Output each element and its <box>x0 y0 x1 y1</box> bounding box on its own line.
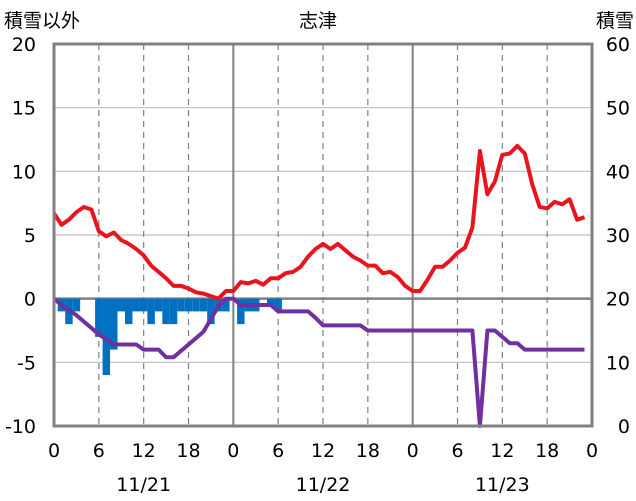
y-tick-label-left: 20 <box>12 34 36 56</box>
bar <box>266 298 275 306</box>
left-axis-label: 積雪以外 <box>4 10 80 32</box>
series-line <box>52 296 585 428</box>
date-label: 11/22 <box>296 474 351 496</box>
y-tick-label-left: -10 <box>5 416 36 438</box>
x-tick-label: 0 <box>48 440 60 462</box>
bar <box>274 298 282 312</box>
plot-frame <box>52 42 594 428</box>
y-tick-label-right: 50 <box>606 98 630 120</box>
y-tick-label-right: 10 <box>606 352 630 374</box>
bar <box>95 298 103 337</box>
bar <box>184 298 193 312</box>
bar <box>237 298 245 325</box>
bar <box>110 298 118 350</box>
date-label: 11/21 <box>116 474 171 496</box>
bar <box>72 298 81 312</box>
right-axis-label: 積雪 <box>596 10 634 32</box>
y-tick-label-left: 10 <box>12 161 36 183</box>
bar <box>154 298 163 312</box>
bar <box>169 298 178 325</box>
bar <box>222 298 230 312</box>
bar <box>162 298 170 325</box>
date-label: 11/23 <box>475 474 530 496</box>
x-tick-label: 18 <box>176 440 200 462</box>
y-tick-label-right: 0 <box>618 416 630 438</box>
x-tick-label: 12 <box>132 440 156 462</box>
y-tick-label-right: 30 <box>606 225 630 247</box>
x-tick-label: 12 <box>490 440 514 462</box>
bar <box>132 298 140 312</box>
grid <box>54 44 592 426</box>
x-tick-label: 18 <box>535 440 559 462</box>
x-tick-label: 0 <box>407 440 419 462</box>
y-tick-label-right: 40 <box>606 161 630 183</box>
x-tick-label: 18 <box>356 440 380 462</box>
y-tick-label-left: 0 <box>24 289 36 311</box>
bar-series <box>57 298 282 376</box>
bar <box>102 298 111 376</box>
y-tick-label-left: 15 <box>12 98 36 120</box>
y-tick-label-right: 20 <box>606 289 630 311</box>
x-tick-label: 6 <box>451 440 463 462</box>
y-tick-label-left: -5 <box>17 352 36 374</box>
chart-title: 志津 <box>299 10 337 32</box>
bar <box>124 298 133 325</box>
bar <box>139 298 148 312</box>
line-series <box>52 143 586 428</box>
x-tick-label: 12 <box>311 440 335 462</box>
bar <box>199 298 208 312</box>
x-tick-label: 6 <box>93 440 105 462</box>
y-tick-label-right: 60 <box>606 34 630 56</box>
x-tick-label: 0 <box>227 440 239 462</box>
bar <box>192 298 200 312</box>
x-tick-label: 0 <box>586 440 598 462</box>
bar <box>177 298 185 312</box>
bar <box>117 298 125 312</box>
bar <box>147 298 155 325</box>
bar <box>207 298 215 325</box>
x-tick-label: 6 <box>272 440 284 462</box>
series-line <box>52 143 586 301</box>
y-tick-label-left: 5 <box>24 225 36 247</box>
